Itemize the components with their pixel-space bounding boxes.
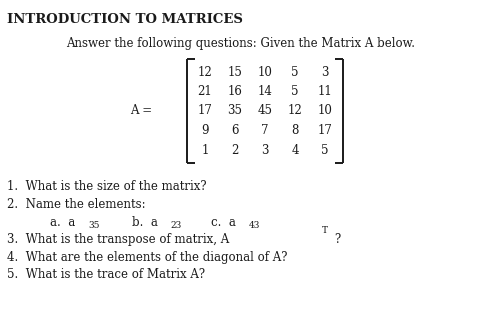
Text: 5.  What is the trace of Matrix A?: 5. What is the trace of Matrix A? xyxy=(7,268,204,281)
Text: 7: 7 xyxy=(261,124,268,137)
Text: 3.  What is the transpose of matrix, A: 3. What is the transpose of matrix, A xyxy=(7,233,229,246)
Text: 5: 5 xyxy=(291,66,298,78)
Text: 15: 15 xyxy=(227,66,242,78)
Text: 16: 16 xyxy=(227,85,242,98)
Text: T: T xyxy=(321,226,327,235)
Text: 12: 12 xyxy=(197,66,212,78)
Text: 35: 35 xyxy=(227,105,242,117)
Text: 12: 12 xyxy=(287,105,302,117)
Text: 3: 3 xyxy=(261,144,268,157)
Text: INTRODUCTION TO MATRICES: INTRODUCTION TO MATRICES xyxy=(7,13,242,26)
Text: 23: 23 xyxy=(169,221,181,230)
Text: ?: ? xyxy=(333,233,339,246)
Text: a.  a: a. a xyxy=(50,216,75,229)
Text: A =: A = xyxy=(130,105,152,117)
Text: 14: 14 xyxy=(257,85,272,98)
Text: 10: 10 xyxy=(317,105,332,117)
Text: 3: 3 xyxy=(321,66,328,78)
Text: 35: 35 xyxy=(88,221,99,230)
Text: 5: 5 xyxy=(321,144,328,157)
Text: 9: 9 xyxy=(201,124,208,137)
Text: 21: 21 xyxy=(197,85,212,98)
Text: 11: 11 xyxy=(317,85,332,98)
Text: 43: 43 xyxy=(249,221,260,230)
Text: 2: 2 xyxy=(231,144,238,157)
Text: c.  a: c. a xyxy=(211,216,235,229)
Text: 4: 4 xyxy=(291,144,298,157)
Text: 5: 5 xyxy=(291,85,298,98)
Text: 10: 10 xyxy=(257,66,272,78)
Text: 8: 8 xyxy=(291,124,298,137)
Text: 17: 17 xyxy=(317,124,332,137)
Text: 1: 1 xyxy=(201,144,208,157)
Text: Answer the following questions: Given the Matrix A below.: Answer the following questions: Given th… xyxy=(66,37,414,50)
Text: 6: 6 xyxy=(231,124,238,137)
Text: 2.  Name the elements:: 2. Name the elements: xyxy=(7,198,145,210)
Text: 45: 45 xyxy=(257,105,272,117)
Text: 4.  What are the elements of the diagonal of A?: 4. What are the elements of the diagonal… xyxy=(7,251,287,264)
Text: b.  a: b. a xyxy=(132,216,157,229)
Text: 1.  What is the size of the matrix?: 1. What is the size of the matrix? xyxy=(7,180,206,193)
Text: 17: 17 xyxy=(197,105,212,117)
